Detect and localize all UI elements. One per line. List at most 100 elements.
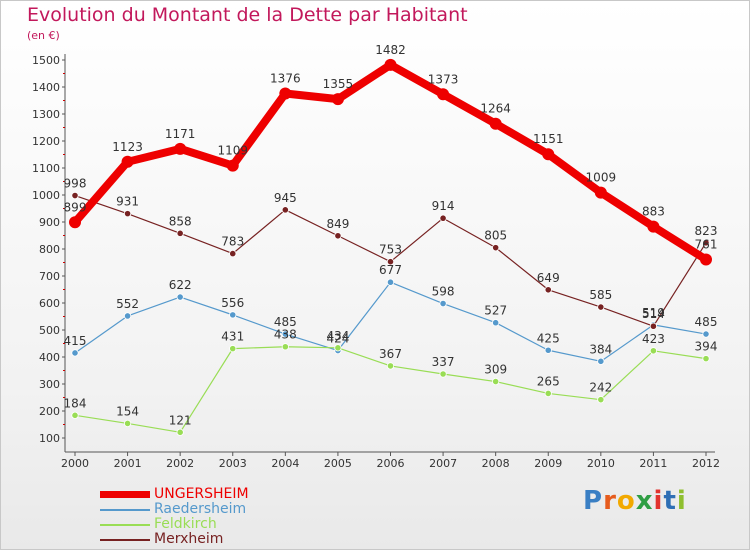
data-label-ungersheim: 1009 <box>586 171 617 185</box>
data-point-feldkirch <box>439 370 447 378</box>
data-label-feldkirch: 394 <box>695 340 718 354</box>
data-label-feldkirch: 121 <box>169 413 192 427</box>
data-label-raedersheim: 485 <box>695 315 718 329</box>
data-label-raedersheim: 425 <box>537 331 560 345</box>
data-point-merxheim <box>439 214 447 222</box>
data-point-merxheim <box>123 210 132 218</box>
data-point-ungersheim <box>331 93 344 106</box>
data-label-merxheim: 998 <box>64 177 87 191</box>
data-point-ungersheim <box>700 253 712 266</box>
y-tick-label: 500 <box>39 324 60 337</box>
data-point-raedersheim <box>439 299 447 308</box>
x-tick-label: 2009 <box>534 457 562 470</box>
data-label-feldkirch: 367 <box>379 347 402 361</box>
data-label-ungersheim: 899 <box>64 200 87 214</box>
data-point-merxheim <box>386 258 395 266</box>
data-label-merxheim: 823 <box>695 224 718 238</box>
logo-letter: i <box>676 486 687 516</box>
y-tick-label: 1400 <box>32 81 60 94</box>
data-label-ungersheim: 1355 <box>323 77 354 91</box>
unit-label: (en €) <box>27 29 60 42</box>
data-point-ungersheim <box>594 186 607 199</box>
data-point-feldkirch <box>71 411 79 419</box>
data-label-raedersheim: 556 <box>221 296 244 310</box>
x-tick-label: 2000 <box>61 457 89 470</box>
data-point-merxheim <box>71 191 79 200</box>
y-tick-label: 200 <box>39 405 60 418</box>
y-tick-label: 100 <box>39 432 60 445</box>
data-label-ungersheim: 1376 <box>270 71 301 85</box>
y-tick-label: 800 <box>39 243 60 256</box>
data-point-merxheim <box>281 206 289 214</box>
data-label-raedersheim: 677 <box>379 263 402 277</box>
data-point-feldkirch <box>544 389 552 398</box>
data-label-raedersheim: 519 <box>642 306 665 320</box>
data-point-raedersheim <box>123 312 132 320</box>
data-label-merxheim: 805 <box>484 229 507 243</box>
x-tick-label: 2002 <box>166 457 194 470</box>
data-point-ungersheim <box>279 87 292 100</box>
x-tick-label: 2006 <box>377 457 405 470</box>
y-tick-label: 600 <box>39 297 60 310</box>
y-tick-label: 900 <box>39 216 60 229</box>
x-tick-label: 2005 <box>324 457 352 470</box>
y-tick-label: 1100 <box>32 162 60 175</box>
x-tick-label: 2008 <box>482 457 510 470</box>
chart-title: Evolution du Montant de la Dette par Hab… <box>27 4 468 26</box>
x-tick-label: 2011 <box>639 457 667 470</box>
x-tick-label: 2010 <box>587 457 615 470</box>
legend-swatch-raedersheim <box>100 509 150 511</box>
legend-label-raedersheim: Raedersheim <box>154 501 247 517</box>
data-point-merxheim <box>649 322 658 330</box>
x-tick-label: 2001 <box>114 457 142 470</box>
logo-letter: x <box>635 486 654 516</box>
data-label-merxheim: 753 <box>379 243 402 257</box>
data-label-merxheim: 931 <box>116 195 139 209</box>
x-tick-label: 2003 <box>219 457 247 470</box>
data-point-raedersheim <box>702 330 710 338</box>
data-label-feldkirch: 309 <box>484 363 507 377</box>
data-label-merxheim: 858 <box>169 214 192 228</box>
data-point-raedersheim <box>386 278 395 286</box>
data-label-feldkirch: 434 <box>326 329 349 343</box>
data-label-raedersheim: 552 <box>116 297 139 311</box>
data-label-ungersheim: 1109 <box>217 144 248 158</box>
logo-letter: P <box>583 486 604 516</box>
data-label-merxheim: 585 <box>589 288 612 302</box>
data-point-feldkirch <box>281 343 289 351</box>
data-label-feldkirch: 154 <box>116 404 139 418</box>
series-line-ungersheim <box>71 60 710 264</box>
data-label-ungersheim: 1151 <box>533 132 564 146</box>
y-tick-label: 1000 <box>32 189 60 202</box>
data-point-feldkirch <box>649 347 658 355</box>
data-label-ungersheim: 1171 <box>165 127 196 141</box>
data-label-raedersheim: 622 <box>169 278 192 292</box>
y-tick-label: 1300 <box>32 108 60 121</box>
data-point-feldkirch <box>597 396 605 404</box>
data-label-feldkirch: 431 <box>221 330 244 344</box>
legend-swatch-ungersheim <box>100 491 150 498</box>
data-label-feldkirch: 423 <box>642 332 665 346</box>
x-tick-label: 2004 <box>271 457 299 470</box>
data-point-ungersheim <box>489 117 502 130</box>
data-point-merxheim <box>702 239 710 247</box>
legend-swatch-feldkirch <box>100 524 150 526</box>
data-label-ungersheim: 761 <box>695 238 718 252</box>
y-tick-label: 1500 <box>32 54 60 67</box>
data-point-merxheim <box>544 286 552 294</box>
x-tick-label: 2012 <box>692 457 720 470</box>
data-label-feldkirch: 438 <box>274 328 297 342</box>
data-label-merxheim: 514 <box>642 307 665 321</box>
logo-letter: r <box>603 486 617 516</box>
data-label-feldkirch: 337 <box>432 355 455 369</box>
data-point-feldkirch <box>229 345 237 353</box>
data-point-feldkirch <box>176 428 184 436</box>
data-point-merxheim <box>492 244 500 252</box>
data-label-ungersheim: 1373 <box>428 72 459 86</box>
data-label-feldkirch: 184 <box>64 396 87 410</box>
data-point-ungersheim <box>121 155 134 168</box>
logo-letter: o <box>616 486 636 516</box>
y-tick-label: 700 <box>39 270 60 283</box>
data-point-ungersheim <box>174 142 187 155</box>
